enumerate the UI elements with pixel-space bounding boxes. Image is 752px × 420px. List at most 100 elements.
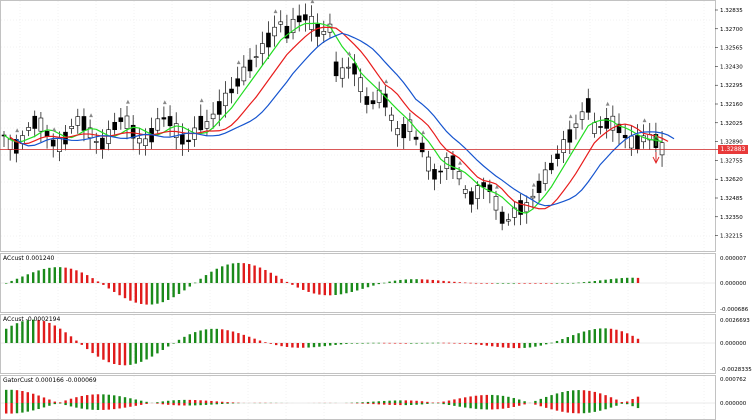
histogram-bar <box>307 343 310 348</box>
gator-bar-top <box>410 400 413 403</box>
candle-body <box>628 135 634 149</box>
histogram-bar <box>5 328 8 343</box>
candle-body <box>112 121 117 131</box>
gator-bar-bottom <box>447 403 451 406</box>
histogram-bar <box>431 342 434 344</box>
candle-body <box>456 171 462 180</box>
histogram-bar <box>410 279 413 283</box>
candle-body <box>413 136 419 140</box>
fractal-marker: ▲ <box>347 50 351 56</box>
gator-bar-top <box>231 402 235 403</box>
gator-bar-top <box>5 389 8 403</box>
histogram-bar <box>21 276 24 283</box>
gator-bar-bottom <box>566 403 569 413</box>
gator-bar-bottom <box>210 403 213 405</box>
candle-body <box>622 134 628 139</box>
histogram-bar <box>5 283 8 284</box>
gator-bar-bottom <box>221 403 224 405</box>
candle-body <box>579 111 585 120</box>
histogram-bar <box>75 340 78 343</box>
gator-bar-bottom <box>156 403 159 404</box>
axis-label: 1.32160 <box>720 102 743 108</box>
gator-bar-bottom <box>215 403 218 405</box>
fractal-marker: ▲ <box>384 79 388 85</box>
histogram-bar <box>501 283 505 284</box>
candle-body <box>499 211 505 224</box>
histogram-bar <box>442 342 445 344</box>
candle-body <box>346 66 351 69</box>
candle-body <box>352 63 357 75</box>
gator-bar-top <box>102 394 105 403</box>
pane-axis-label: 0.000000 <box>720 341 747 347</box>
gator-bar-bottom <box>199 403 202 406</box>
histogram-bar <box>10 280 13 283</box>
gator-bar-top <box>172 400 175 403</box>
gator-bar-top <box>469 396 472 403</box>
candle-body <box>180 134 185 145</box>
candle-body <box>216 101 222 115</box>
candle-body <box>186 139 191 143</box>
histogram-bar <box>194 282 197 284</box>
fractal-marker: ▲ <box>569 114 573 120</box>
trade-markers: ▲ ▲ ▲ ▲ ▲ ▲ ▲ ▲ ▲ ▲ ▲ ▲ ▲ ▲ ▲ ▲ ▲ ▲ <box>15 0 660 190</box>
gator-bar-bottom <box>5 403 8 414</box>
gator-bar-top <box>113 395 116 403</box>
gator-bar-bottom <box>177 403 181 406</box>
histogram-bar <box>248 264 251 283</box>
candle-body <box>204 121 210 129</box>
histogram-bar <box>80 343 83 345</box>
fractal-marker: ▲ <box>495 184 499 190</box>
histogram-bar <box>545 343 548 345</box>
histogram-bar <box>150 283 154 305</box>
gator-bar-top <box>75 397 78 403</box>
histogram-bar <box>480 283 483 284</box>
gator-bar-bottom <box>377 403 380 405</box>
gator-bar-top <box>523 401 526 403</box>
histogram-bar <box>545 283 548 284</box>
gator-bar-top <box>491 394 494 403</box>
fractal-marker: ▲ <box>532 182 536 188</box>
histogram-bar <box>626 333 629 343</box>
histogram-bar <box>134 283 137 303</box>
histogram-bar <box>118 283 121 296</box>
gator-bar-top <box>604 395 607 403</box>
histogram-bar <box>280 343 283 347</box>
gator-bar-top <box>204 400 208 403</box>
gator-bar-top <box>480 395 483 403</box>
gator-bar-bottom <box>604 403 607 410</box>
histogram-bar <box>485 283 488 284</box>
gator-bar-bottom <box>561 403 564 412</box>
gator-bar-top <box>188 399 191 403</box>
gator-bar-bottom <box>518 403 521 406</box>
histogram-bar <box>447 342 451 344</box>
candle-body <box>592 122 597 134</box>
histogram-bar <box>420 279 424 283</box>
gator-bar-top <box>129 398 132 403</box>
gator-bar-top <box>566 391 569 403</box>
histogram-bar <box>42 268 46 283</box>
pane-axis-label: -0.0028335 <box>720 367 752 373</box>
gator-bar-top <box>123 397 127 403</box>
gator-bar-top <box>420 401 424 403</box>
gator-bar-top <box>631 399 634 403</box>
candle-body <box>401 124 407 139</box>
candle-body <box>229 88 234 94</box>
gator-bar-top <box>10 389 13 403</box>
pane-frame <box>0 253 716 313</box>
candle-body <box>432 169 437 180</box>
histogram-bar <box>48 322 51 343</box>
pane2-label: ACcust -0.0002194 <box>3 316 61 323</box>
histogram-bar <box>566 337 569 343</box>
histogram-bar <box>426 279 429 283</box>
histogram-bar <box>393 342 397 344</box>
gator-bar-top <box>167 400 170 403</box>
histogram-bar <box>91 343 94 354</box>
histogram-bar <box>183 283 186 291</box>
gator-bar-bottom <box>626 403 629 405</box>
gator-bar-bottom <box>469 403 472 409</box>
histogram-bar <box>242 263 245 283</box>
candle-body <box>247 59 253 72</box>
histogram-bar <box>204 275 208 283</box>
histogram-bar <box>366 283 370 288</box>
